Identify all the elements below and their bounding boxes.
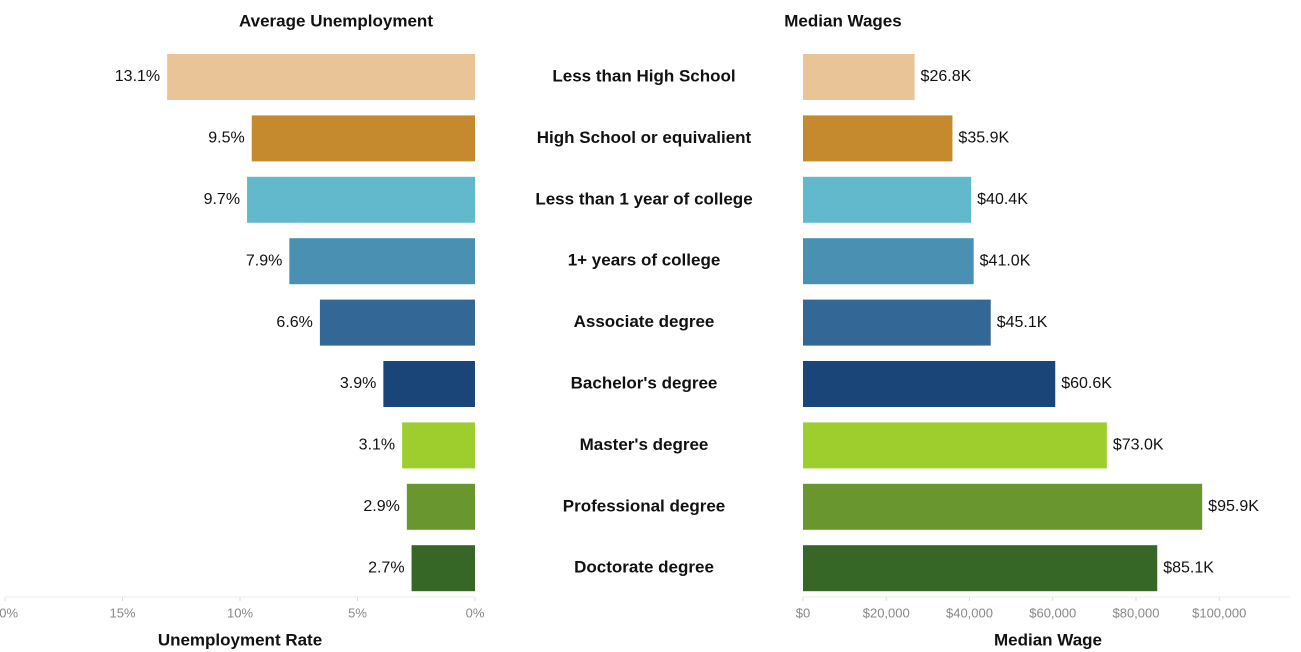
category-label: Less than High School: [552, 66, 735, 85]
bar: [803, 299, 991, 346]
category-label: Doctorate degree: [574, 558, 714, 577]
value-label: $60.6K: [1061, 375, 1112, 392]
x-tick-label: 10%: [227, 605, 253, 620]
x-tick-label: $40,000: [946, 605, 993, 620]
value-label: 2.7%: [368, 559, 404, 576]
x-axis-label: Median Wage: [994, 630, 1102, 649]
x-tick-label: $0: [796, 605, 810, 620]
value-label: 7.9%: [246, 252, 282, 269]
bar: [803, 238, 974, 285]
value-label: 13.1%: [115, 68, 160, 85]
value-label: 9.7%: [204, 191, 240, 208]
bar: [167, 54, 475, 100]
category-label: Associate degree: [574, 312, 715, 331]
value-label: 9.5%: [208, 130, 244, 147]
value-label: $85.1K: [1163, 559, 1214, 576]
x-tick-label: 0%: [466, 605, 485, 620]
value-label: $73.0K: [1113, 437, 1164, 454]
bar: [803, 176, 972, 223]
value-label: $35.9K: [958, 130, 1009, 147]
value-label: 6.6%: [276, 314, 312, 331]
category-label: High School or equivalient: [537, 128, 752, 147]
bar: [803, 483, 1203, 530]
category-label: 1+ years of college: [568, 251, 721, 270]
x-tick-label: 20%: [0, 605, 18, 620]
category-label: Bachelor's degree: [571, 373, 718, 392]
value-label: 2.9%: [363, 498, 399, 515]
x-axis-label: Unemployment Rate: [158, 630, 322, 649]
bar: [411, 545, 475, 592]
x-tick-label: $100,000: [1192, 605, 1246, 620]
x-tick-label: 5%: [348, 605, 367, 620]
bar: [803, 115, 953, 162]
bar: [383, 361, 475, 407]
bar: [402, 422, 475, 469]
bar: [406, 483, 475, 530]
value-label: $40.4K: [977, 191, 1028, 208]
value-label: $26.8K: [921, 68, 972, 85]
x-tick-label: $80,000: [1112, 605, 1159, 620]
category-label: Less than 1 year of college: [535, 189, 752, 208]
chart-title: Average Unemployment: [239, 11, 433, 30]
value-label: $95.9K: [1208, 498, 1259, 515]
bar: [803, 545, 1158, 592]
bar: [251, 115, 475, 162]
category-label: Professional degree: [563, 496, 726, 515]
chart-title: Median Wages: [784, 11, 901, 30]
value-label: $41.0K: [980, 252, 1031, 269]
bar: [803, 54, 915, 100]
bar: [803, 422, 1107, 469]
bar: [319, 299, 475, 346]
x-tick-label: 15%: [109, 605, 135, 620]
value-label: $45.1K: [997, 314, 1048, 331]
bar: [247, 176, 475, 223]
x-tick-label: $60,000: [1029, 605, 1076, 620]
bar: [803, 361, 1056, 407]
category-label: Master's degree: [580, 435, 709, 454]
value-label: 3.1%: [359, 437, 395, 454]
x-tick-label: $20,000: [863, 605, 910, 620]
bar: [289, 238, 475, 285]
value-label: 3.9%: [340, 375, 376, 392]
